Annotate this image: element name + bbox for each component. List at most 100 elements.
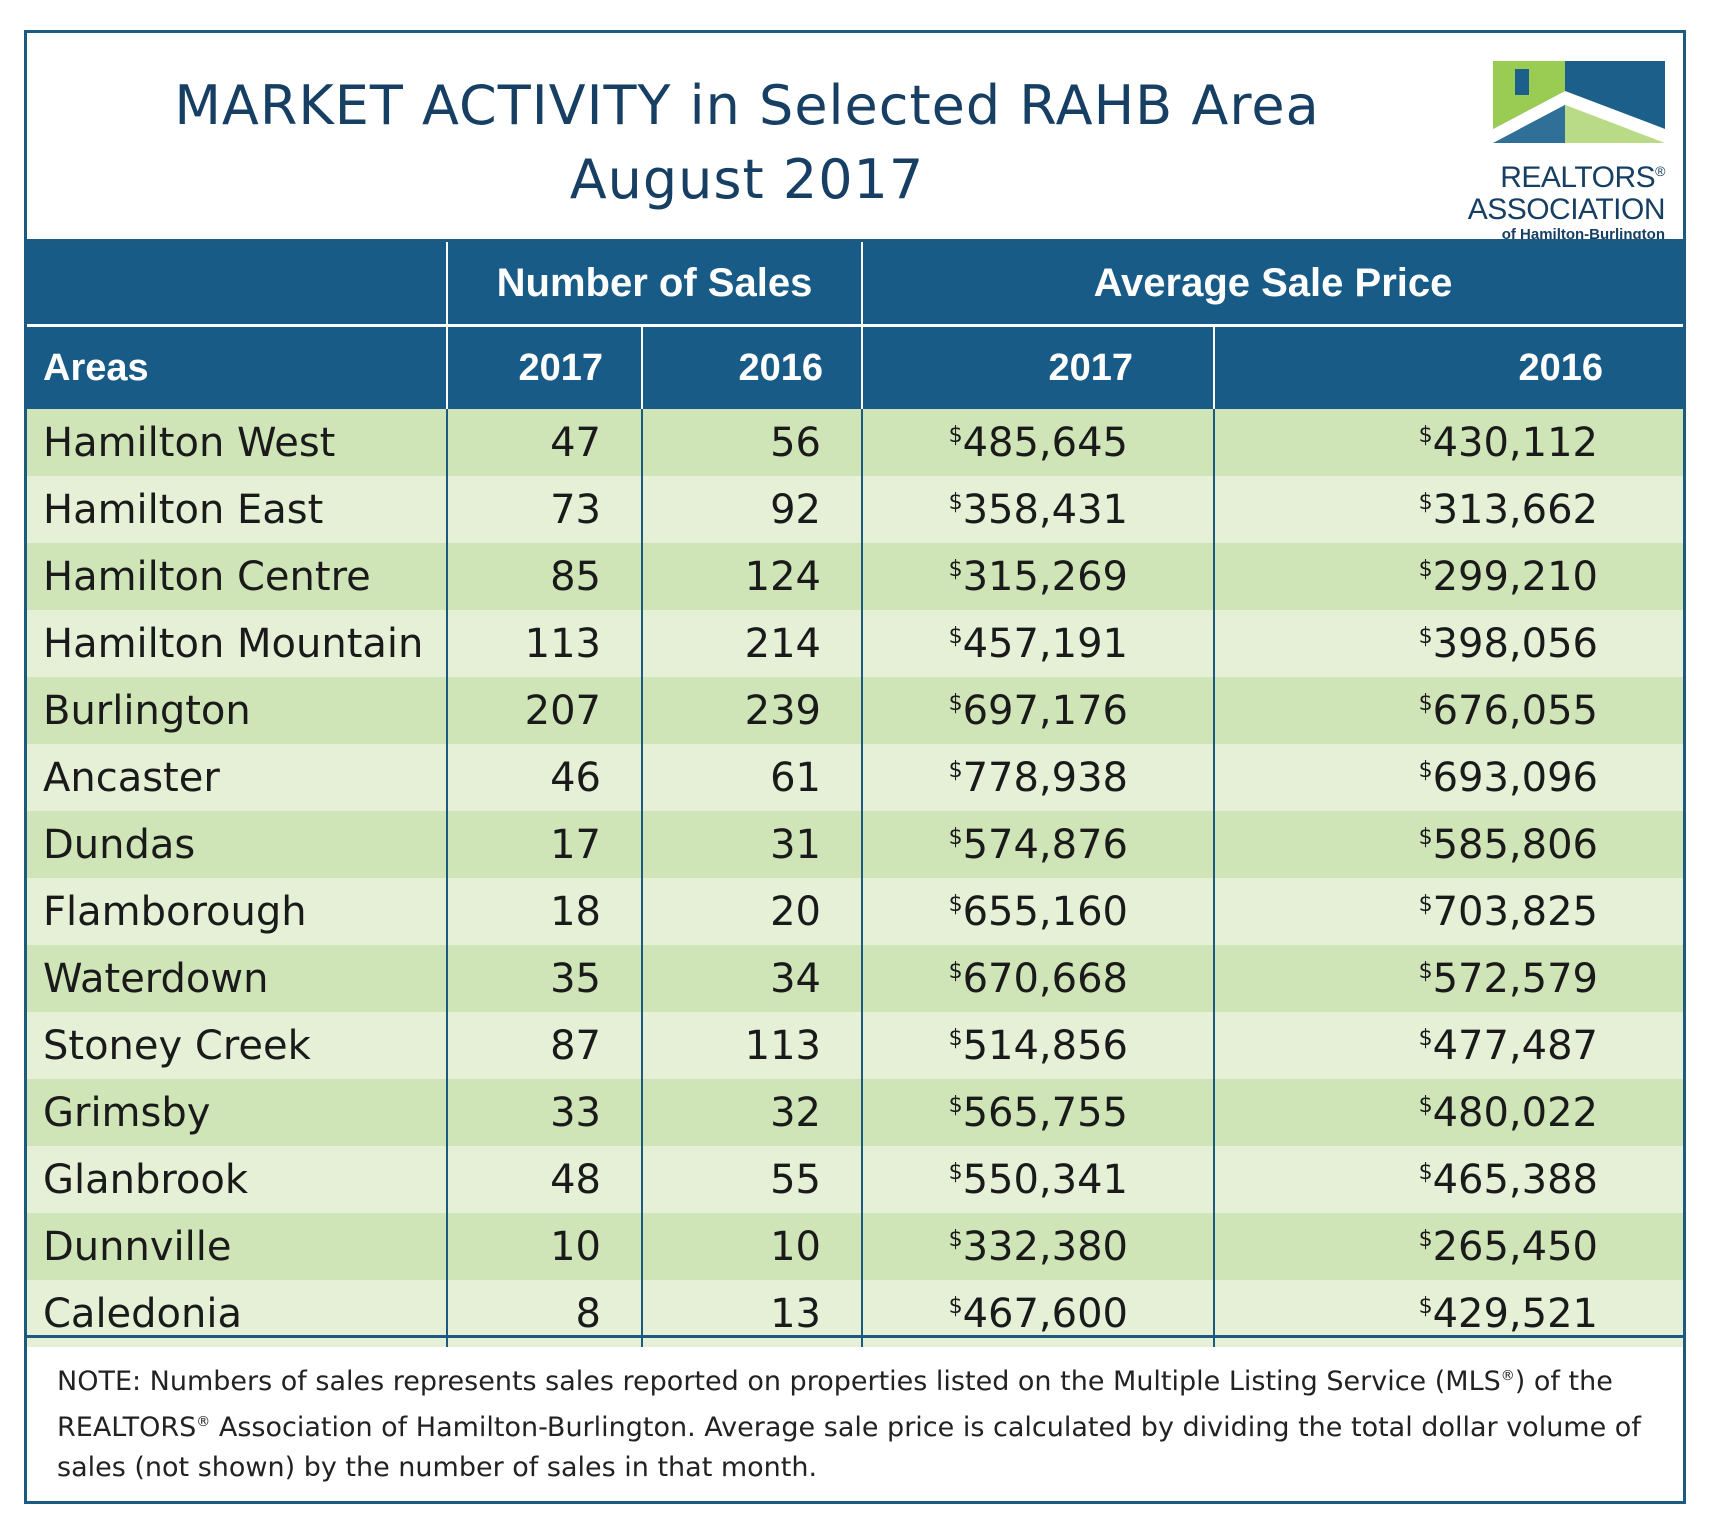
table-row: Hamilton Centre 85 124 $315,269 $299,210 [27, 543, 1683, 610]
price-2016-cell: $265,450 [1213, 1213, 1683, 1280]
area-cell: Burlington [27, 677, 447, 744]
rahb-logo: REALTORS® ASSOCIATION of Hamilton-Burlin… [1455, 61, 1666, 243]
empty-header-cell [27, 239, 447, 326]
price-2017-cell: $670,668 [861, 945, 1214, 1012]
sales-2017-cell: 73 [446, 476, 642, 543]
column-header-row: Areas 2017 2016 2017 2016 [27, 324, 1683, 409]
group-header-row: Number of Sales Average Sale Price [27, 239, 1683, 326]
sales-2016-cell: 34 [641, 945, 862, 1012]
area-cell: Dundas [27, 811, 447, 878]
price-2016-cell: $398,056 [1213, 610, 1683, 677]
price-2017-cell: $655,160 [861, 878, 1214, 945]
price-value: 550,341 [962, 1156, 1128, 1203]
table-row: Hamilton Mountain 113 214 $457,191 $398,056 [27, 610, 1683, 677]
price-2016-cell: $572,579 [1213, 945, 1683, 1012]
sales-2016-cell: 239 [641, 677, 862, 744]
currency-symbol: $ [948, 824, 963, 850]
sales-2017-cell: 87 [446, 1012, 642, 1079]
area-cell: Dunnville [27, 1213, 447, 1280]
sales-2017-cell: 113 [446, 610, 642, 677]
sales-2016-cell: 92 [641, 476, 862, 543]
sales-2016-cell: 31 [641, 811, 862, 878]
price-value: 655,160 [962, 888, 1128, 935]
area-cell: Hamilton East [27, 476, 447, 543]
column-header-sales-2017: 2017 [446, 324, 642, 409]
sales-2016-cell: 56 [641, 409, 862, 476]
currency-symbol: $ [948, 556, 963, 582]
sales-2017-cell: 10 [446, 1213, 642, 1280]
registered-mark: ® [1655, 163, 1665, 179]
table-row: Dunnville 10 10 $332,380 $265,450 [27, 1213, 1683, 1280]
currency-symbol: $ [1418, 422, 1433, 448]
currency-symbol: $ [1418, 891, 1433, 917]
table-row: Dundas 17 31 $574,876 $585,806 [27, 811, 1683, 878]
column-header-areas: Areas [27, 324, 447, 409]
price-value: 465,388 [1432, 1156, 1598, 1203]
page-title: MARKET ACTIVITY in Selected RAHB Area Au… [107, 69, 1387, 217]
area-cell: Flamborough [27, 878, 447, 945]
logo-line-2: ASSOCIATION [1467, 193, 1666, 226]
note-part-3: Association of Hamilton-Burlington. Aver… [57, 1412, 1641, 1483]
report-header: MARKET ACTIVITY in Selected RAHB Area Au… [27, 33, 1683, 243]
price-value: 358,431 [962, 486, 1128, 533]
price-value: 514,856 [962, 1022, 1128, 1069]
area-cell: Ancaster [27, 744, 447, 811]
logo-text: REALTORS® ASSOCIATION of Hamilton-Burlin… [1455, 155, 1666, 244]
price-value: 313,662 [1432, 486, 1598, 533]
currency-symbol: $ [948, 1025, 963, 1051]
logo-line-3: of Hamilton-Burlington [1501, 226, 1665, 243]
table-row: Hamilton East 73 92 $358,431 $313,662 [27, 476, 1683, 543]
currency-symbol: $ [1418, 1226, 1433, 1252]
price-value: 485,645 [962, 419, 1128, 466]
area-cell: Stoney Creek [27, 1012, 447, 1079]
price-2017-cell: $778,938 [861, 744, 1214, 811]
logo-line-1: REALTORS [1500, 161, 1656, 194]
currency-symbol: $ [1418, 623, 1433, 649]
price-2017-cell: $485,645 [861, 409, 1214, 476]
price-value: 778,938 [962, 754, 1128, 801]
price-value: 477,487 [1432, 1022, 1598, 1069]
currency-symbol: $ [948, 623, 963, 649]
sales-2016-cell: 32 [641, 1079, 862, 1146]
currency-symbol: $ [1418, 489, 1433, 515]
price-value: 703,825 [1432, 888, 1598, 935]
group-header-sales: Number of Sales [446, 239, 862, 326]
currency-symbol: $ [1418, 1293, 1433, 1319]
sales-2017-cell: 85 [446, 543, 642, 610]
currency-symbol: $ [1418, 958, 1433, 984]
price-2017-cell: $457,191 [861, 610, 1214, 677]
price-value: 299,210 [1432, 553, 1598, 600]
sales-2016-cell: 61 [641, 744, 862, 811]
price-2016-cell: $299,210 [1213, 543, 1683, 610]
table-row: Ancaster 46 61 $778,938 $693,096 [27, 744, 1683, 811]
price-2016-cell: $480,022 [1213, 1079, 1683, 1146]
title-line-2: August 2017 [569, 148, 925, 211]
currency-symbol: $ [948, 1092, 963, 1118]
price-value: 457,191 [962, 620, 1128, 667]
sales-2017-cell: 48 [446, 1146, 642, 1213]
house-logo-icon [1493, 61, 1665, 143]
currency-symbol: $ [1418, 1159, 1433, 1185]
currency-symbol: $ [948, 891, 963, 917]
currency-symbol: $ [948, 422, 963, 448]
currency-symbol: $ [1418, 824, 1433, 850]
sales-2017-cell: 18 [446, 878, 642, 945]
price-value: 697,176 [962, 687, 1128, 734]
price-2017-cell: $514,856 [861, 1012, 1214, 1079]
currency-symbol: $ [948, 757, 963, 783]
price-value: 429,521 [1432, 1290, 1598, 1337]
price-value: 480,022 [1432, 1089, 1598, 1136]
table-row: Stoney Creek 87 113 $514,856 $477,487 [27, 1012, 1683, 1079]
price-value: 430,112 [1432, 419, 1598, 466]
currency-symbol: $ [1418, 690, 1433, 716]
report-frame: MARKET ACTIVITY in Selected RAHB Area Au… [24, 30, 1686, 1504]
price-value: 265,450 [1432, 1223, 1598, 1270]
currency-symbol: $ [1418, 757, 1433, 783]
price-2016-cell: $313,662 [1213, 476, 1683, 543]
price-2016-cell: $465,388 [1213, 1146, 1683, 1213]
area-cell: Glanbrook [27, 1146, 447, 1213]
table-row: Grimsby 33 32 $565,755 $480,022 [27, 1079, 1683, 1146]
price-value: 467,600 [962, 1290, 1128, 1337]
price-2016-cell: $477,487 [1213, 1012, 1683, 1079]
area-cell: Grimsby [27, 1079, 447, 1146]
